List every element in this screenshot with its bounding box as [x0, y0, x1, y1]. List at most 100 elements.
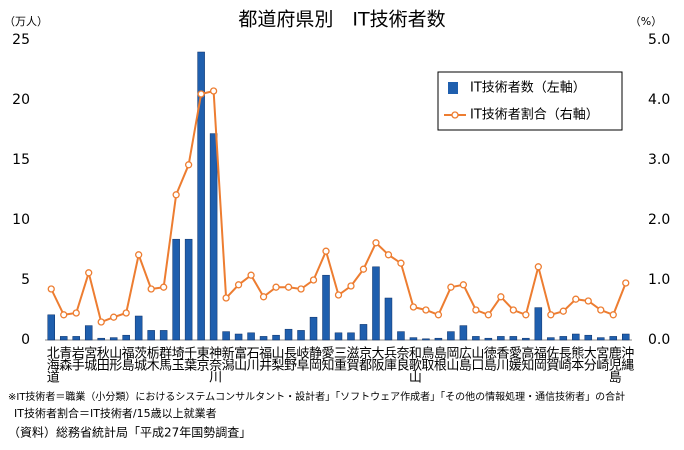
y2-tick-label: 0.0: [648, 332, 670, 348]
x-tick-label: 鹿児島: [606, 345, 622, 383]
marker: [172, 191, 180, 199]
x-tick-label: 山口: [468, 346, 483, 371]
x-tick-label: 福岡: [531, 346, 547, 371]
bar: [484, 337, 493, 341]
marker: [309, 276, 318, 284]
x-tick-label: 茨城: [131, 346, 147, 372]
marker: [97, 318, 105, 326]
bar: [222, 331, 230, 341]
bar: [59, 336, 68, 341]
marker: [459, 281, 468, 289]
chart-title: 都道府県別 IT技術者数: [238, 9, 445, 31]
marker: [572, 295, 580, 303]
x-tick-label: 石川: [244, 346, 260, 371]
bar: [409, 337, 418, 341]
marker: [284, 283, 293, 291]
y2-tick-label: 4.0: [648, 92, 670, 108]
marker: [110, 313, 118, 321]
x-tick-label: 栃木: [144, 346, 160, 371]
marker: [85, 269, 93, 277]
bar: [97, 337, 105, 341]
x-tick-label: 神奈川: [206, 346, 222, 383]
x-tick-label: 宮城: [81, 345, 97, 372]
y-tick-label: 10: [12, 212, 30, 228]
bar: [322, 274, 330, 341]
x-tick-label: 山梨: [269, 346, 285, 371]
marker: [135, 251, 143, 259]
bar: [209, 133, 218, 341]
bar: [309, 316, 318, 341]
bar: [459, 325, 468, 341]
y2-tick-label: 3.0: [648, 152, 670, 168]
x-tick-label: 富山: [231, 345, 246, 371]
x-tick-label: 大阪: [368, 346, 384, 372]
x-tick-label: 香川: [493, 346, 509, 371]
x-tick-label: 福島: [119, 346, 134, 371]
marker: [397, 259, 405, 267]
y-unit: （万人）: [4, 15, 48, 28]
bar: [522, 337, 530, 341]
x-tick-label: 青森: [56, 346, 71, 371]
y-tick-label: 15: [12, 152, 30, 168]
legend-label: IT技術者割合（右軸）: [470, 107, 599, 123]
x-tick-label: 沖縄: [618, 346, 634, 371]
marker: [372, 239, 380, 247]
bar: [72, 336, 80, 341]
x-tick-label: 奈良: [393, 346, 409, 371]
bar: [447, 331, 455, 341]
bar: [184, 238, 193, 341]
bar: [109, 337, 118, 341]
note: IT技術者割合＝IT技術者/15歳以上就業者: [14, 406, 217, 420]
x-tick-label: 新潟: [219, 345, 235, 371]
marker: [234, 281, 243, 289]
legend-swatch: [451, 111, 459, 119]
bar: [534, 307, 543, 341]
marker: [447, 283, 455, 291]
marker: [222, 294, 230, 302]
marker: [384, 251, 393, 259]
marker: [159, 283, 168, 291]
y-tick-label: 25: [12, 32, 30, 48]
y-tick-label: 5: [21, 272, 30, 288]
x-tick-label: 千葉: [181, 346, 197, 371]
bar: [559, 336, 568, 341]
marker: [322, 247, 330, 255]
x-tick-label: 京都: [356, 346, 372, 371]
marker: [509, 306, 518, 314]
x-tick-label: 高知: [518, 345, 534, 371]
bar: [572, 333, 580, 341]
marker: [272, 283, 280, 291]
x-tick-label: 長野: [281, 346, 297, 371]
bar: [197, 51, 205, 341]
x-tick-label: 岐阜: [294, 346, 310, 371]
bar: [47, 314, 55, 341]
marker: [247, 271, 255, 279]
marker: [147, 285, 155, 293]
x-tick-label: 長崎: [556, 346, 572, 371]
x-tick-label: 徳島: [481, 346, 497, 371]
x-tick-label: 岩手: [69, 346, 85, 371]
bar: [84, 325, 93, 341]
note: ※IT技術者＝職業（小分類）におけるシステムコンサルタント・設計者」「ソフトウェ…: [8, 390, 625, 403]
bar: [147, 330, 155, 341]
bar: [122, 334, 130, 341]
bar: [584, 334, 593, 341]
x-tick-label: 福井: [256, 346, 272, 372]
marker: [297, 285, 305, 293]
marker: [334, 291, 343, 299]
y2-tick-label: 2.0: [648, 212, 670, 228]
x-tick-label: 山形: [106, 346, 122, 372]
x-tick-label: 北海道: [44, 346, 60, 383]
y2-tick-label: 1.0: [648, 272, 670, 288]
legend-label: IT技術者数（左軸）: [470, 81, 586, 96]
marker: [259, 293, 268, 301]
bar: [384, 297, 393, 341]
bar: [297, 330, 305, 341]
legend-box: [437, 71, 623, 131]
bar: [472, 336, 480, 341]
legend-swatch: [448, 82, 458, 94]
bar: [547, 337, 555, 341]
source: （資料）総務省統計局「平成27年国勢調査」: [8, 425, 251, 440]
marker: [547, 311, 555, 319]
